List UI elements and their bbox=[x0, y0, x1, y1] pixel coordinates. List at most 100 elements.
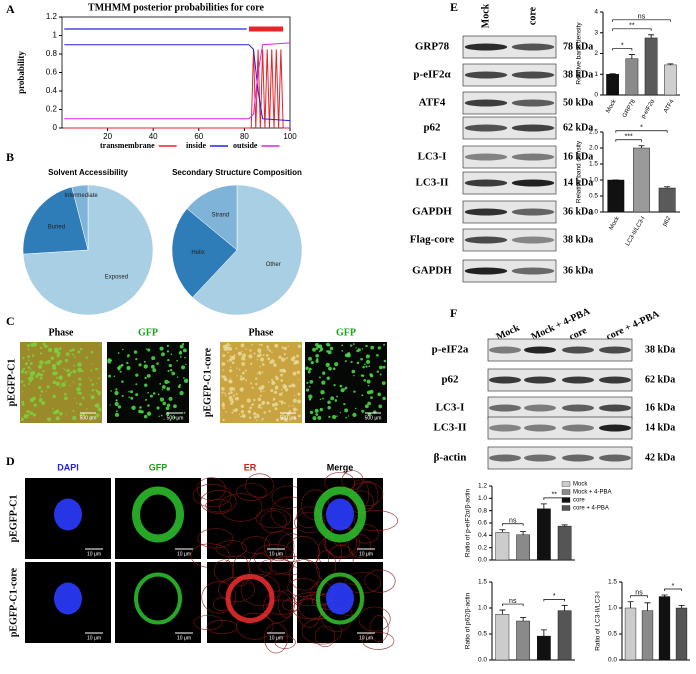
cell bbox=[383, 359, 387, 363]
cell bbox=[315, 413, 319, 416]
cell bbox=[52, 365, 57, 371]
band bbox=[511, 208, 555, 216]
significance-bracket bbox=[615, 139, 642, 142]
cell bbox=[262, 354, 265, 357]
cell bbox=[110, 390, 112, 392]
cell bbox=[73, 364, 76, 367]
row-label: β-actin bbox=[434, 452, 467, 464]
band-size: 78 kDa bbox=[563, 41, 593, 52]
cell bbox=[91, 388, 95, 392]
lane-label: core + 4-PBA bbox=[605, 308, 662, 342]
cell bbox=[238, 413, 241, 415]
y-tick-label: 1.2 bbox=[46, 12, 58, 21]
cell bbox=[306, 381, 309, 384]
cell bbox=[281, 417, 284, 420]
cell bbox=[115, 399, 118, 402]
cell bbox=[38, 397, 43, 402]
cell bbox=[57, 409, 59, 412]
cell bbox=[74, 397, 76, 400]
cell bbox=[95, 389, 97, 391]
band-size: 36 kDa bbox=[563, 265, 593, 276]
y-axis-label: Relative band density bbox=[576, 140, 583, 203]
cell bbox=[353, 390, 356, 393]
nucleus bbox=[54, 582, 82, 615]
cell bbox=[151, 356, 156, 361]
cell bbox=[39, 352, 43, 355]
significance-label: ** bbox=[552, 492, 558, 499]
er-texture bbox=[358, 606, 391, 632]
cell bbox=[270, 389, 274, 393]
band bbox=[599, 404, 631, 412]
pie-slice bbox=[71, 184, 89, 251]
cell bbox=[144, 376, 147, 380]
pie-slice bbox=[22, 186, 89, 255]
cell bbox=[280, 379, 284, 382]
legend-label: Mock bbox=[573, 482, 588, 488]
cell bbox=[328, 415, 331, 418]
cell bbox=[79, 347, 83, 351]
band bbox=[511, 267, 555, 275]
cell bbox=[144, 383, 148, 387]
cell bbox=[52, 411, 57, 415]
significance-label: * bbox=[672, 583, 675, 590]
cell bbox=[89, 379, 92, 382]
cell bbox=[121, 394, 124, 397]
cell bbox=[62, 367, 64, 369]
x-tick-label: ATF4 bbox=[663, 98, 676, 114]
cell bbox=[110, 359, 113, 362]
er-texture bbox=[260, 510, 287, 534]
cell bbox=[237, 351, 242, 356]
error-bar bbox=[678, 605, 685, 608]
blot-strip bbox=[487, 368, 633, 392]
cell bbox=[297, 378, 300, 381]
er-texture bbox=[197, 528, 234, 549]
cell bbox=[333, 383, 336, 387]
y-tick-label: 0.0 bbox=[478, 657, 487, 664]
cell bbox=[377, 346, 381, 350]
cell bbox=[64, 380, 67, 383]
cell bbox=[382, 365, 386, 369]
cell bbox=[274, 407, 278, 411]
cell bbox=[176, 359, 179, 362]
significance-bracket bbox=[630, 595, 648, 598]
cell bbox=[146, 411, 152, 416]
cell bbox=[341, 349, 344, 352]
cell bbox=[328, 344, 331, 347]
cell bbox=[118, 365, 122, 369]
pie-slice bbox=[186, 184, 238, 251]
cell bbox=[29, 397, 35, 403]
cell bbox=[173, 404, 177, 409]
cell bbox=[89, 393, 91, 396]
cell bbox=[328, 366, 332, 371]
cell bbox=[253, 398, 256, 402]
cell bbox=[20, 380, 24, 383]
error-bar bbox=[638, 145, 645, 148]
cell bbox=[381, 381, 386, 385]
blot-strip bbox=[487, 416, 633, 440]
band bbox=[511, 43, 555, 51]
lane-label: Mock bbox=[480, 3, 491, 28]
row-label: pEGFP-C1 bbox=[8, 495, 19, 543]
cell bbox=[221, 403, 225, 407]
cell bbox=[222, 406, 225, 410]
cell bbox=[280, 373, 283, 377]
cell bbox=[365, 344, 368, 348]
cell bbox=[72, 415, 77, 421]
cell bbox=[222, 354, 226, 358]
cell bbox=[65, 413, 68, 415]
cell bbox=[296, 370, 301, 374]
legend-label: Mock + 4-PBA bbox=[573, 490, 612, 496]
cell bbox=[316, 358, 319, 361]
bar bbox=[607, 179, 625, 213]
cell bbox=[108, 374, 112, 378]
cell bbox=[29, 375, 34, 381]
cell bbox=[121, 348, 124, 351]
cell bbox=[250, 382, 253, 385]
cell bbox=[229, 386, 234, 392]
cell bbox=[281, 394, 283, 396]
cell bbox=[27, 366, 31, 369]
cell bbox=[140, 410, 144, 414]
error-bar bbox=[627, 601, 634, 608]
